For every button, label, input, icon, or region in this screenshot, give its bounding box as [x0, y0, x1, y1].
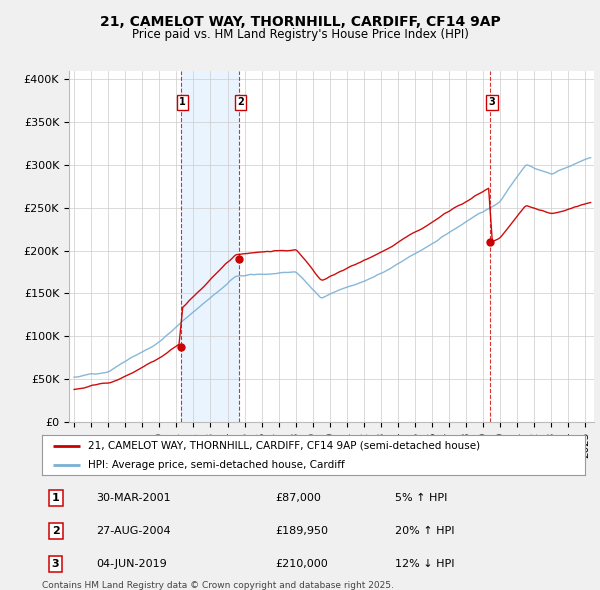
Text: £189,950: £189,950	[275, 526, 328, 536]
Text: 20% ↑ HPI: 20% ↑ HPI	[395, 526, 454, 536]
Text: 21, CAMELOT WAY, THORNHILL, CARDIFF, CF14 9AP (semi-detached house): 21, CAMELOT WAY, THORNHILL, CARDIFF, CF1…	[88, 441, 480, 451]
Text: £210,000: £210,000	[275, 559, 328, 569]
Text: HPI: Average price, semi-detached house, Cardiff: HPI: Average price, semi-detached house,…	[88, 460, 345, 470]
Text: 2: 2	[52, 526, 59, 536]
Text: 1: 1	[179, 97, 186, 107]
Text: 30-MAR-2001: 30-MAR-2001	[97, 493, 171, 503]
Text: 04-JUN-2019: 04-JUN-2019	[97, 559, 167, 569]
Text: 5% ↑ HPI: 5% ↑ HPI	[395, 493, 448, 503]
Text: 2: 2	[237, 97, 244, 107]
Text: £87,000: £87,000	[275, 493, 322, 503]
Text: Contains HM Land Registry data © Crown copyright and database right 2025.: Contains HM Land Registry data © Crown c…	[42, 581, 394, 590]
Text: 12% ↓ HPI: 12% ↓ HPI	[395, 559, 454, 569]
Text: Price paid vs. HM Land Registry's House Price Index (HPI): Price paid vs. HM Land Registry's House …	[131, 28, 469, 41]
Text: 3: 3	[52, 559, 59, 569]
Text: 1: 1	[52, 493, 59, 503]
Text: 27-AUG-2004: 27-AUG-2004	[97, 526, 171, 536]
Text: 21, CAMELOT WAY, THORNHILL, CARDIFF, CF14 9AP: 21, CAMELOT WAY, THORNHILL, CARDIFF, CF1…	[100, 15, 500, 29]
Text: 3: 3	[488, 97, 496, 107]
Bar	[181, 71, 239, 422]
